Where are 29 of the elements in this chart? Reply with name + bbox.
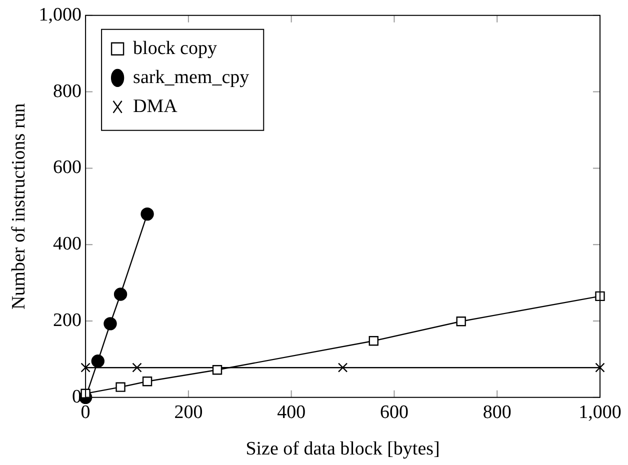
legend-label: block copy [133,38,218,59]
point [595,291,605,302]
point [114,288,128,301]
point [140,207,154,221]
point [456,316,466,326]
y-tick-label: 600 [53,157,82,178]
point [142,376,152,386]
y-tick-label: 400 [53,234,82,255]
legend-label: sark_mem_cpy [133,66,250,88]
y-axis-title: Number of instructions run [8,102,30,310]
x-tick-label: 800 [482,402,512,423]
point [212,365,222,375]
point [116,382,126,392]
x-tick-label: 400 [277,402,306,423]
point [80,362,90,372]
x-tick-label: 1,000 [578,402,622,423]
point [104,317,117,330]
y-tick-label: 800 [53,80,82,102]
point [595,362,605,372]
x-axis-title: Size of data block [bytes] [246,438,440,460]
x-tick-label: 200 [174,402,203,423]
point [91,354,104,368]
y-tick-label: 200 [53,310,82,331]
y-tick-label: 1,000 [38,4,82,26]
point [338,362,348,372]
legend-label: DMA [133,96,178,117]
point [368,336,378,346]
x-tick-label: 600 [380,402,408,423]
point [132,362,142,372]
